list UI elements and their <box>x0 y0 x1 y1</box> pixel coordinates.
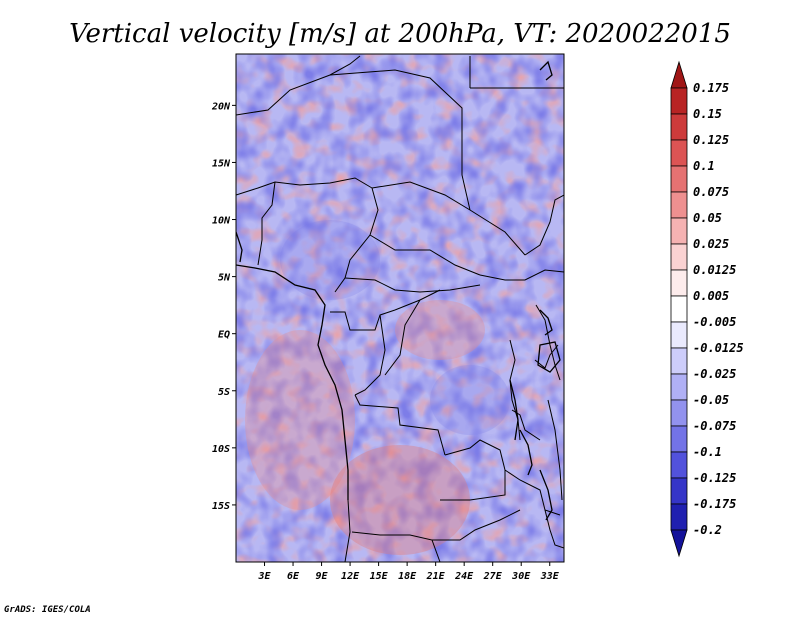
chart-title: Vertical velocity [m/s] at 200hPa, VT: 2… <box>69 19 731 49</box>
x-tick-label: 3E <box>257 571 271 582</box>
colorbar-label: 0.15 <box>693 107 722 121</box>
colorbar-swatch <box>670 399 688 427</box>
colorbar-label: 0.1 <box>693 159 715 173</box>
colorbar-label: -0.125 <box>693 471 736 485</box>
x-tick-label: 9E <box>316 571 329 582</box>
colorbar-label: -0.075 <box>693 419 736 433</box>
y-tick-label: EQ <box>218 330 230 341</box>
colorbar-swatch <box>670 87 688 115</box>
colorbar-swatch <box>670 243 688 271</box>
colorbar-label: 0.05 <box>693 211 722 225</box>
colorbar-label: -0.025 <box>693 367 736 381</box>
colorbar-swatch <box>670 165 688 193</box>
colorbar-swatch <box>670 529 688 558</box>
colorbar-swatch <box>670 191 688 219</box>
colorbar-label: -0.05 <box>693 393 729 407</box>
y-axis: 20N 15N 10N 5N EQ 5S 10S 15S <box>211 101 236 512</box>
y-tick-label: 5S <box>218 387 230 398</box>
x-tick-label: 6E <box>287 571 300 582</box>
y-tick-label: 15S <box>212 501 230 512</box>
y-tick-label: 10N <box>212 216 231 227</box>
x-tick-label: 33E <box>540 571 560 582</box>
x-tick-label: 18E <box>398 571 417 582</box>
colorbar-label: 0.175 <box>693 81 729 95</box>
colorbar-swatch <box>670 373 688 401</box>
colorbar-swatch <box>670 139 688 167</box>
colorbar-label: -0.175 <box>693 497 736 511</box>
colorbar-label: -0.2 <box>693 523 722 537</box>
colorbar-label: 0.0125 <box>693 263 736 277</box>
coastlines <box>236 60 561 521</box>
colorbar-swatch <box>670 295 688 323</box>
x-tick-label: 24E <box>454 571 474 582</box>
colorbar-swatch <box>670 217 688 245</box>
colorbar-swatch <box>670 503 688 531</box>
x-tick-label: 30E <box>511 571 531 582</box>
colorbar-label: -0.005 <box>693 315 736 329</box>
x-tick-label: 15E <box>370 571 389 582</box>
colorbar-swatch <box>670 113 688 141</box>
y-tick-label: 15N <box>212 158 231 169</box>
map-frame <box>235 53 565 563</box>
y-tick-label: 5N <box>218 273 231 284</box>
colorbar-label: -0.1 <box>693 445 722 459</box>
colorbar-label: -0.0125 <box>693 341 744 355</box>
x-axis: 3E 6E 9E 12E 15E 18E 21E 24E 27E 30E 33E <box>257 562 560 582</box>
colorbar-label: 0.005 <box>693 289 729 303</box>
y-tick-label: 10S <box>212 444 230 455</box>
colorbar-swatch <box>670 451 688 479</box>
colorbar-swatch <box>670 60 688 89</box>
y-tick-label: 20N <box>211 101 231 112</box>
x-tick-label: 21E <box>426 571 446 582</box>
colorbar-label: 0.075 <box>693 185 729 199</box>
country-borders <box>236 55 564 562</box>
colorbar-swatch <box>670 347 688 375</box>
grads-credit: GrADS: IGES/COLA <box>4 605 91 615</box>
x-tick-label: 12E <box>341 571 360 582</box>
x-tick-label: 27E <box>483 571 503 582</box>
colorbar-swatch <box>670 321 688 349</box>
colorbar-swatch <box>670 425 688 453</box>
colorbar-swatch <box>670 269 688 297</box>
colorbar-swatch <box>670 477 688 505</box>
colorbar: 0.175 0.15 0.125 0.1 0.075 0.05 0.025 0.0125 0.0… <box>670 60 744 558</box>
colorbar-label: 0.025 <box>693 237 729 251</box>
colorbar-label: 0.125 <box>693 133 729 147</box>
